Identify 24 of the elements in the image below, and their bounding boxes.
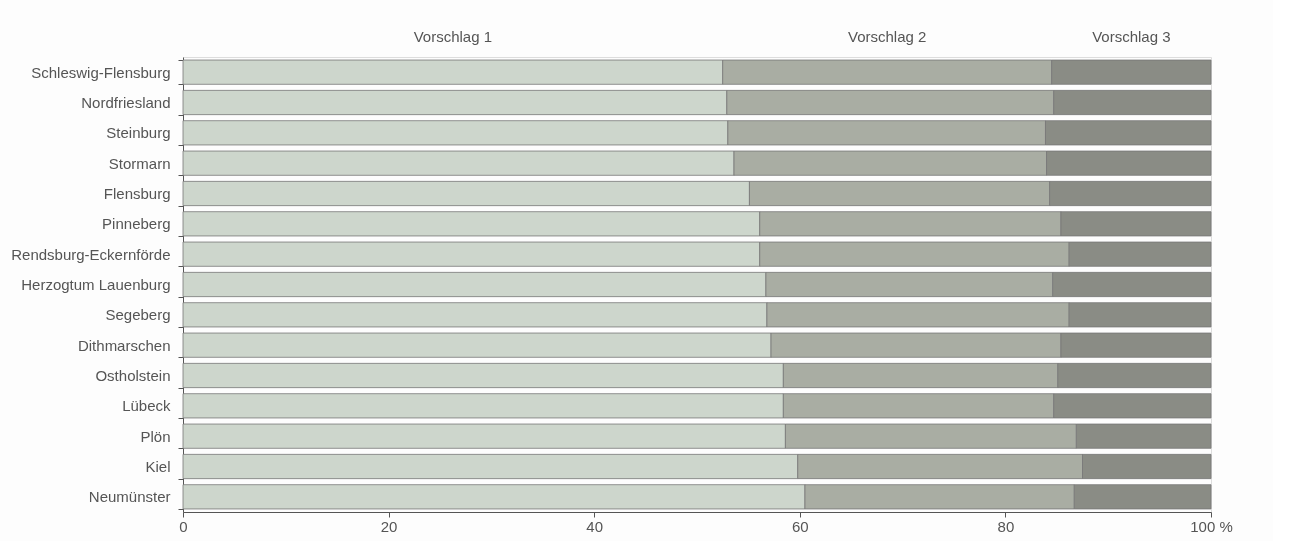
x-tick-label: 40 xyxy=(586,517,604,535)
y-tick-label: Pinneberg xyxy=(102,215,171,233)
y-tick-label: Rendsburg-Eckernförde xyxy=(11,245,171,263)
x-tick-label: 60 xyxy=(791,517,809,535)
y-tick-label: Kiel xyxy=(145,458,171,475)
series-label: Vorschlag 1 xyxy=(413,28,493,45)
y-tick-label: Lübeck xyxy=(122,397,171,415)
y-tick-label: Dithmarschen xyxy=(77,336,171,354)
y-tick-label: Herzogtum Lauenburg xyxy=(21,276,171,293)
y-tick-label: Neumünster xyxy=(88,488,171,506)
x-tick-label: 0 xyxy=(179,517,188,535)
x-tick-label: 100 % xyxy=(1190,517,1233,535)
series-label: Vorschlag 3 xyxy=(1092,28,1171,45)
y-tick-label: Steinburg xyxy=(106,124,171,142)
y-tick-label: Segeberg xyxy=(105,306,171,324)
series-label: Vorschlag 2 xyxy=(847,28,927,45)
y-tick-label: Plön xyxy=(140,427,171,445)
y-tick-label: Nordfriesland xyxy=(81,94,171,111)
y-tick-label: Ostholstein xyxy=(95,367,171,384)
y-tick-label: Flensburg xyxy=(103,185,171,202)
y-tick-label: Stormarn xyxy=(108,154,171,172)
x-tick-label: 80 xyxy=(997,517,1015,535)
x-tick-label: 20 xyxy=(380,517,398,535)
y-tick-label: Schleswig-Flensburg xyxy=(31,63,171,81)
